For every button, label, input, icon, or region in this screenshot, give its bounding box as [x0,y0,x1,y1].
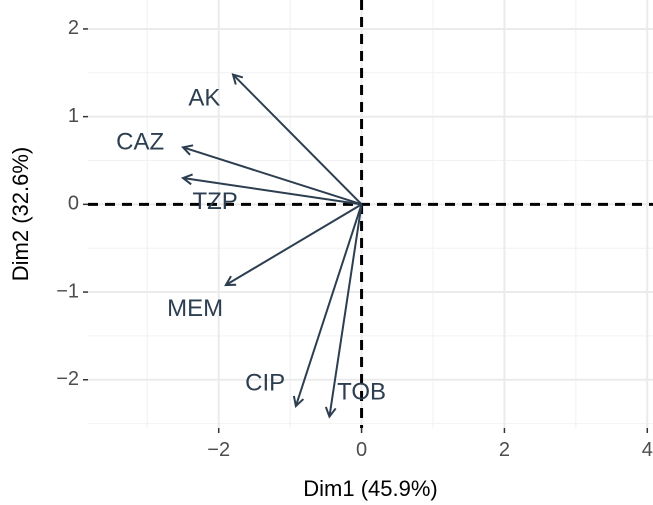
axis-ticks: −2 0 2 4 −2 −1 0 1 2 [56,17,653,461]
arrow-tzp [183,178,362,206]
x-tick-label: 4 [642,439,653,461]
arrow-mem [226,203,363,285]
label-cip: CIP [245,369,285,396]
y-axis-title: Dim2 (32.6%) [8,147,33,281]
label-tob: TOB [337,378,386,405]
variable-arrows [183,75,363,417]
x-tick-label: 2 [499,439,510,461]
gridlines [88,0,653,428]
y-tick-label: 2 [68,17,79,39]
y-tick-label: 1 [68,105,79,127]
x-tick-label: 0 [356,439,367,461]
variable-labels: AK CAZ TZP MEM CIP TOB [116,84,386,405]
arrow-caz [183,147,362,206]
arrow-cip [296,204,363,406]
reference-lines [88,0,653,428]
label-ak: AK [188,84,220,111]
label-caz: CAZ [116,128,164,155]
x-tick-label: −2 [207,439,230,461]
label-mem: MEM [167,295,223,322]
y-tick-label: 0 [68,193,79,215]
y-tick-label: −2 [56,368,79,390]
arrow-tob [329,204,363,416]
label-tzp: TZP [192,188,237,215]
arrow-ak [233,75,363,206]
y-tick-label: −1 [56,280,79,302]
x-axis-title: Dim1 (45.9%) [303,476,437,501]
